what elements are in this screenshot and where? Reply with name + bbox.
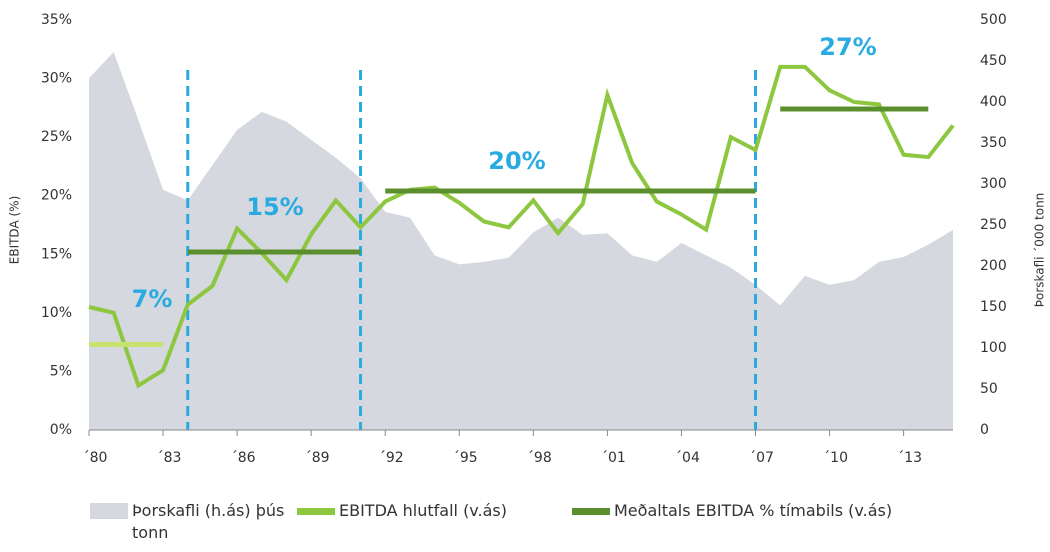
y2-tick-label: 450 [980,53,1007,69]
legend-text: EBITDA hlutfall (v.ás) [339,501,507,520]
y-tick-label: 35% [41,12,72,28]
y-tick-label: 5% [50,363,72,379]
legend-text: Meðaltals EBITDA % tímabils (v.ás) [614,501,893,520]
y2-tick-label: 400 [980,94,1007,110]
y2-tick-label: 200 [980,258,1007,274]
y2-tick-label: 300 [980,176,1007,192]
area [89,51,953,430]
legend-text: Þorskafli (h.ás) þús tonn [132,501,285,542]
data-label: 15% [246,193,303,221]
y-tick-label: 15% [41,246,72,262]
chart: 7% 15% 20% 27% ´80 ´83 ´86 ´89 ´92 ´95 ´98 ´01 ´04 ´0… [8,12,1047,466]
y2-tick-label: 150 [980,299,1007,315]
legend-swatch [297,508,335,515]
x-tick-label: ´95 [453,450,478,466]
x-tick-label: ´89 [305,450,330,466]
y2-tick-label: 250 [980,217,1007,233]
x-tick-label: ´92 [379,450,404,466]
data-label: 27% [819,33,876,61]
x-tick-label: ´10 [823,450,848,466]
x-tick-label: ´07 [749,450,774,466]
x-tick-label: ´80 [83,450,108,466]
x-tick-label: ´83 [157,450,182,466]
x-tick-label: ´04 [675,450,700,466]
data-label: 7% [132,285,173,313]
y-tick-label: 0% [50,422,72,438]
line [88,64,955,389]
y-tick-label: 30% [41,71,72,87]
x-tick-label: ´01 [601,450,626,466]
y-tick-label: 10% [41,305,72,321]
legend-swatch [90,503,128,519]
y2-tick-label: 100 [980,340,1007,356]
y-axis-label: EBITDA (%) [8,196,22,265]
y2-tick-label: 0 [980,422,989,438]
legend-swatch [572,508,610,515]
y2-axis-label: Þorskafli ´000 tonn [1033,193,1047,308]
x-tick-label: ´98 [527,450,552,466]
y-tick-label: 25% [41,129,72,145]
x-tick-label: ´86 [231,450,256,466]
x-tick-label: ´13 [897,450,922,466]
y2-tick-label: 500 [980,12,1007,28]
data-label: 20% [488,147,545,175]
y-tick-label: 20% [41,188,72,204]
y2-tick-label: 350 [980,135,1007,151]
y2-tick-label: 50 [980,381,998,397]
